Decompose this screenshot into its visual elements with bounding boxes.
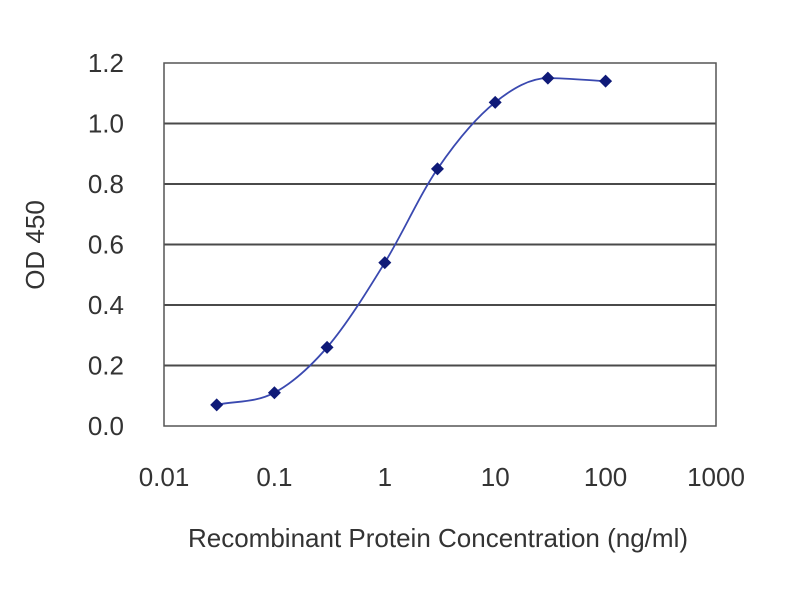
grid-layer [164, 122, 716, 367]
x-tick-labels: 0.01 0.1 1 10 100 1000 [139, 462, 745, 492]
x-tick-label: 1000 [687, 462, 745, 492]
plot-frame [163, 62, 717, 427]
data-point [430, 162, 444, 176]
x-tick-label: 100 [584, 462, 627, 492]
data-point [267, 386, 281, 400]
y-tick-label: 0.6 [88, 230, 124, 260]
y-tick-label: 0.0 [88, 411, 124, 441]
y-axis-label: OD 450 [20, 200, 50, 290]
x-tick-label: 1 [378, 462, 392, 492]
fit-curve [216, 77, 606, 406]
y-tick-label: 0.4 [88, 290, 124, 320]
x-tick-label: 0.01 [139, 462, 190, 492]
x-axis-label: Recombinant Protein Concentration (ng/ml… [188, 523, 688, 553]
y-tick-labels: 0.0 0.2 0.4 0.6 0.8 1.0 1.2 [88, 48, 124, 441]
data-points [210, 71, 613, 412]
data-point [378, 256, 392, 270]
y-tick-label: 1.0 [88, 109, 124, 139]
data-point [210, 398, 224, 412]
y-tick-label: 1.2 [88, 48, 124, 78]
data-point [599, 74, 613, 88]
data-point [320, 340, 334, 354]
x-tick-label: 10 [481, 462, 510, 492]
y-tick-label: 0.8 [88, 169, 124, 199]
x-tick-label: 0.1 [256, 462, 292, 492]
y-tick-label: 0.2 [88, 351, 124, 381]
data-point [541, 71, 555, 85]
data-point [488, 95, 502, 109]
